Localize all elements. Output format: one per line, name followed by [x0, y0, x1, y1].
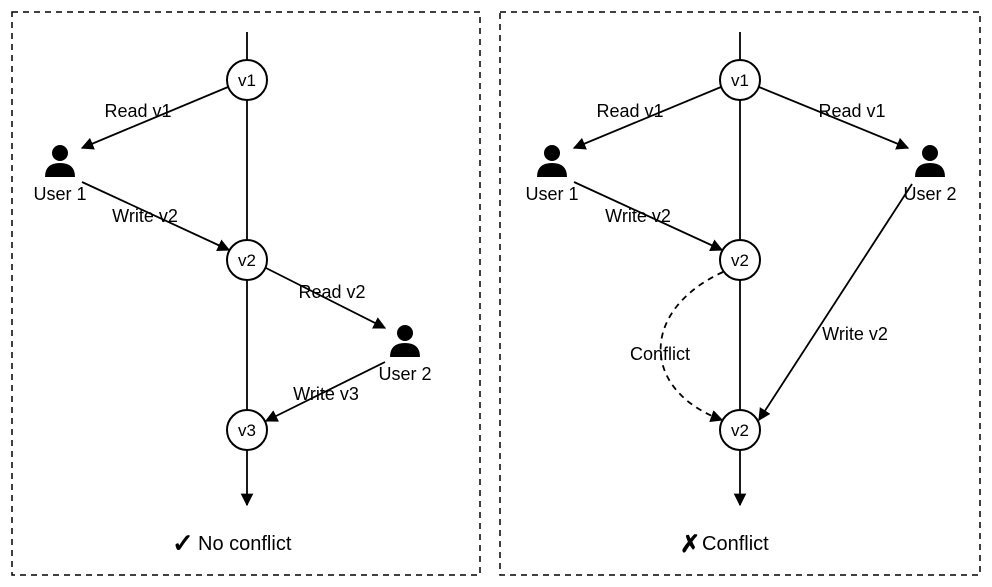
left-node-v3-label: v3: [238, 421, 256, 440]
right-edge-write-v2-u2-label: Write v2: [822, 324, 888, 344]
right-caption: ✗ Conflict: [680, 531, 769, 558]
right-user1-icon: User 1: [525, 145, 578, 204]
left-user2-icon: User 2: [378, 325, 431, 384]
right-user2-label: User 2: [903, 184, 956, 204]
right-caption-text: Conflict: [702, 533, 769, 555]
right-edge-read-v1-u2-label: Read v1: [818, 101, 885, 121]
right-node-v2b-label: v2: [731, 421, 749, 440]
right-edge-write-v2-u2: [759, 184, 912, 420]
left-edge-write-v3-label: Write v3: [293, 384, 359, 404]
right-conflict-edge-label: Conflict: [630, 344, 690, 364]
x-icon: ✗: [680, 531, 700, 558]
right-node-v1: v1: [720, 60, 760, 100]
left-node-v1: v1: [227, 60, 267, 100]
left-edge-read-v2-label: Read v2: [298, 282, 365, 302]
left-user1-icon: User 1: [33, 145, 86, 204]
check-icon: ✓: [172, 528, 194, 558]
left-node-v3: v3: [227, 410, 267, 450]
right-node-v2a: v2: [720, 240, 760, 280]
left-user2-label: User 2: [378, 364, 431, 384]
left-node-v1-label: v1: [238, 71, 256, 90]
right-user1-label: User 1: [525, 184, 578, 204]
left-node-v2: v2: [227, 240, 267, 280]
right-user2-icon: User 2: [903, 145, 956, 204]
right-node-v2b: v2: [720, 410, 760, 450]
left-user1-label: User 1: [33, 184, 86, 204]
diagram-stage: v1 v2 v3 User 1 User 2 Read v1 Write v2 …: [0, 0, 992, 587]
left-caption: ✓ No conflict: [172, 528, 292, 558]
right-node-v1-label: v1: [731, 71, 749, 90]
left-edge-read-v1-label: Read v1: [104, 101, 171, 121]
diagram-svg: v1 v2 v3 User 1 User 2 Read v1 Write v2 …: [0, 0, 992, 587]
left-caption-text: No conflict: [198, 533, 292, 555]
left-node-v2-label: v2: [238, 251, 256, 270]
right-node-v2a-label: v2: [731, 251, 749, 270]
right-edge-write-v2-u1-label: Write v2: [605, 206, 671, 226]
left-edge-write-v2-label: Write v2: [112, 206, 178, 226]
right-edge-read-v1-u1-label: Read v1: [596, 101, 663, 121]
